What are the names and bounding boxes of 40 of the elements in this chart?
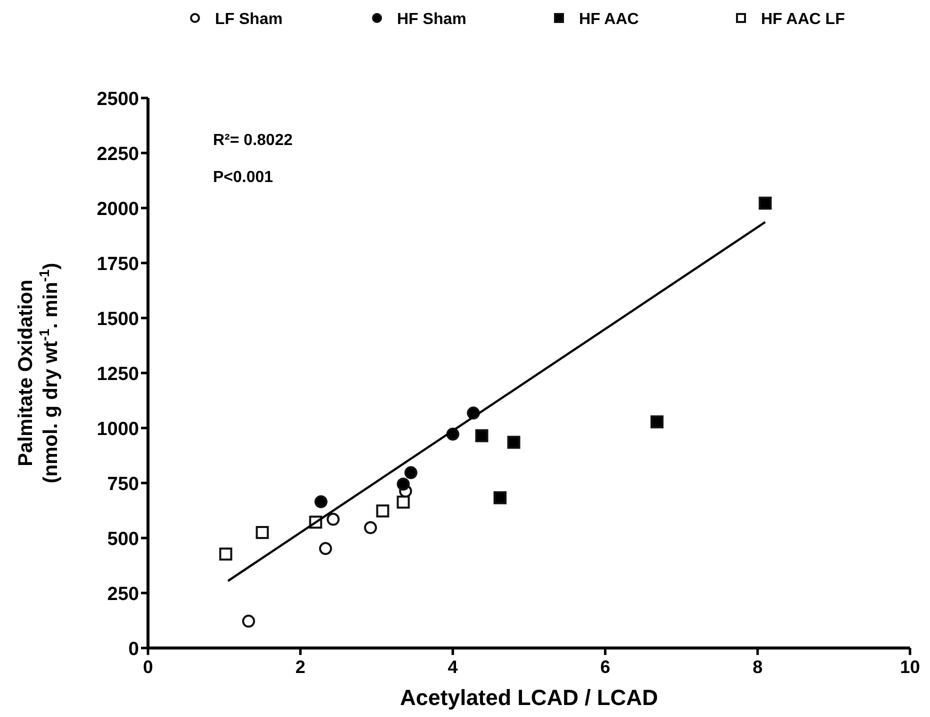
point [242, 614, 256, 628]
annotation: R²= 0.8022 [213, 132, 293, 149]
y-tick-label: 1750 [96, 254, 139, 275]
y-tick-label: 2000 [96, 199, 139, 220]
legend-label: HF AAC [579, 11, 640, 28]
y-tick-label: 750 [107, 474, 139, 495]
x-tick-label: 4 [448, 657, 458, 677]
point [507, 436, 520, 449]
y-tick-label: 1250 [96, 364, 139, 385]
y-tick-label: 500 [107, 529, 139, 550]
point [376, 504, 390, 518]
y-tick-label: 0 [128, 639, 139, 660]
y-tick-label: 2500 [96, 89, 139, 110]
y-tick-label: 250 [107, 584, 139, 605]
point [650, 415, 664, 428]
legend-label: LF Sham [215, 11, 283, 28]
point [364, 521, 378, 534]
x-tick-label: 6 [600, 657, 610, 677]
x-tick-label: 2 [295, 657, 306, 677]
point [494, 491, 507, 504]
point [314, 495, 328, 508]
x-tick-label: 10 [900, 657, 920, 677]
x-axis-title: Acetylated LCAD / LCAD [400, 685, 658, 710]
legend-label: HF Sham [397, 11, 466, 28]
point [396, 496, 410, 509]
annotation: P<0.001 [213, 169, 274, 186]
point [475, 429, 488, 442]
point [326, 512, 340, 526]
y-tick-label: 1500 [96, 309, 139, 330]
y-tick-label: 2250 [96, 144, 139, 165]
point [219, 548, 232, 561]
point [396, 478, 410, 491]
legend-label: HF AAC LF [761, 11, 846, 28]
point [319, 542, 332, 556]
x-tick-label: 0 [142, 657, 154, 677]
y-tick-label: 1000 [96, 419, 139, 440]
x-tick-label: 8 [752, 657, 763, 677]
point [758, 196, 772, 210]
point [256, 526, 269, 539]
point [404, 466, 418, 480]
